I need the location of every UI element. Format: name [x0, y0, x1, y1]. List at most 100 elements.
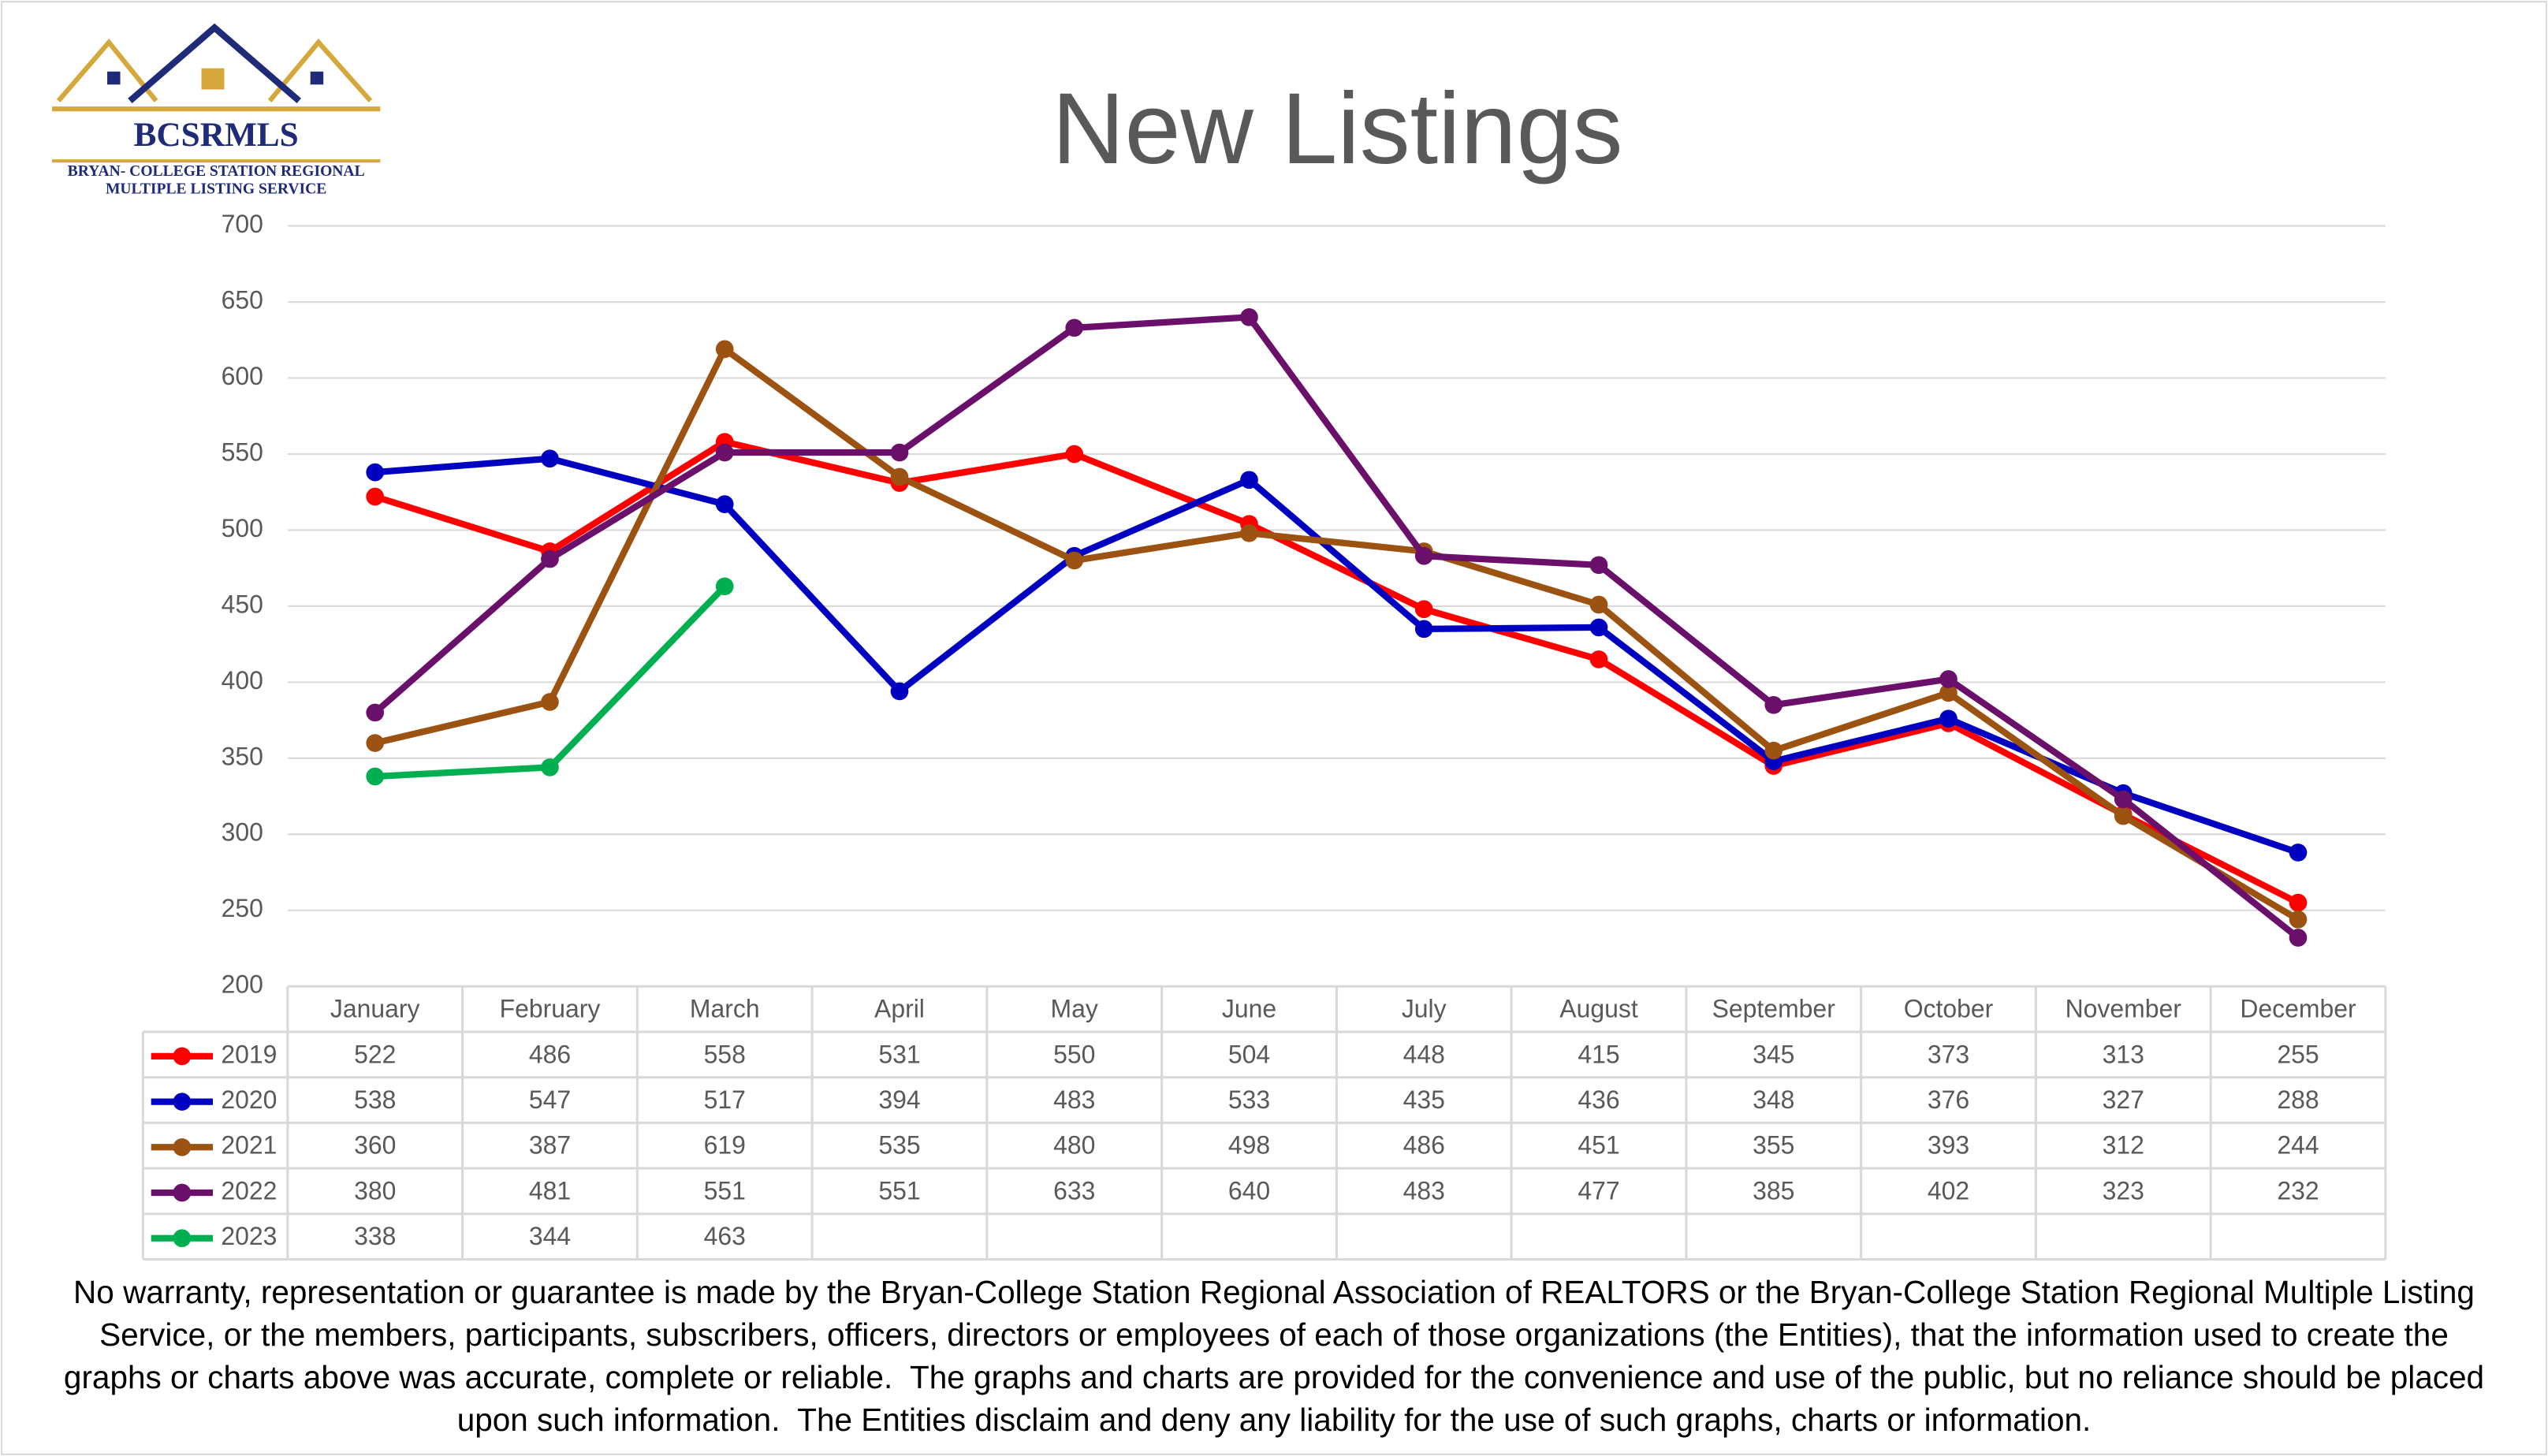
- data-point: [366, 703, 385, 722]
- logo: BCSRMLS BRYAN- COLLEGE STATION REGIONAL …: [51, 23, 381, 198]
- legend-marker: [173, 1183, 192, 1202]
- data-point: [715, 443, 734, 462]
- table-value: 551: [878, 1176, 920, 1205]
- table-value: 387: [529, 1131, 571, 1160]
- data-point: [366, 463, 385, 482]
- table-value: 538: [354, 1085, 396, 1114]
- data-point: [1065, 445, 1084, 464]
- data-point: [1939, 670, 1958, 688]
- y-tick-label: 200: [222, 970, 263, 999]
- data-point: [2289, 910, 2308, 929]
- table-value: 517: [704, 1085, 746, 1114]
- table-value: 313: [2103, 1040, 2144, 1068]
- x-tick-label: November: [2066, 995, 2182, 1023]
- table-value: 551: [704, 1176, 746, 1205]
- table-value: 345: [1753, 1040, 1794, 1068]
- y-tick-label: 700: [222, 210, 263, 238]
- data-point: [2289, 843, 2308, 862]
- logo-roof: [267, 38, 373, 102]
- logo-roof: [128, 23, 301, 103]
- table-value: 436: [1578, 1085, 1619, 1114]
- legend-label: 2020: [221, 1085, 277, 1114]
- data-point: [1589, 618, 1608, 637]
- data-point: [1065, 551, 1084, 570]
- table-value: 327: [2103, 1085, 2144, 1114]
- table-value: 380: [354, 1176, 396, 1205]
- y-tick-label: 500: [222, 514, 263, 542]
- logo-window: [310, 71, 324, 85]
- data-point: [1589, 650, 1608, 668]
- data-point: [541, 549, 559, 568]
- legend-marker: [173, 1093, 192, 1111]
- x-tick-label: February: [500, 995, 601, 1023]
- logo-text: BRYAN- COLLEGE STATION REGIONAL: [68, 163, 365, 180]
- table-value: 385: [1753, 1176, 1794, 1205]
- table-value: 376: [1928, 1085, 1969, 1114]
- table-value: 522: [354, 1040, 396, 1068]
- table-value: 255: [2277, 1040, 2319, 1068]
- table-value: 486: [1403, 1131, 1445, 1160]
- table-value: 498: [1228, 1131, 1270, 1160]
- chart-title: New Listings: [1052, 73, 1622, 185]
- data-point: [366, 734, 385, 752]
- y-tick-label: 600: [222, 362, 263, 390]
- data-point: [2289, 893, 2308, 912]
- table-value: 547: [529, 1085, 571, 1114]
- data-point: [1939, 683, 1958, 702]
- table-value: 463: [704, 1222, 746, 1250]
- y-tick-label: 550: [222, 438, 263, 466]
- table-value: 640: [1228, 1176, 1270, 1205]
- series-line: [374, 438, 2300, 906]
- data-point: [890, 682, 909, 701]
- x-tick-label: August: [1559, 995, 1638, 1023]
- table-value: 244: [2277, 1131, 2319, 1160]
- table-value: 402: [1928, 1176, 1969, 1205]
- table-value: 535: [878, 1131, 920, 1160]
- table-value: 448: [1403, 1040, 1445, 1068]
- data-point: [541, 693, 559, 711]
- x-tick-label: April: [874, 995, 925, 1023]
- table-value: 619: [704, 1131, 746, 1160]
- logo-window: [107, 71, 121, 85]
- series-line: [374, 455, 2300, 856]
- table-value: 393: [1928, 1131, 1969, 1160]
- y-tick-label: 450: [222, 590, 263, 618]
- legend-label: 2022: [221, 1176, 277, 1205]
- data-point: [1589, 556, 1608, 575]
- x-tick-label: June: [1222, 995, 1276, 1023]
- table-value: 451: [1578, 1131, 1619, 1160]
- data-point: [1065, 318, 1084, 337]
- data-point: [1240, 471, 1258, 490]
- table-value: 360: [354, 1131, 396, 1160]
- table-value: 481: [529, 1176, 571, 1205]
- logo-roof: [56, 38, 158, 102]
- y-tick-label: 650: [222, 285, 263, 314]
- y-tick-label: 400: [222, 666, 263, 694]
- table-value: 531: [878, 1040, 920, 1068]
- y-tick-label: 300: [222, 818, 263, 847]
- table-value: 633: [1053, 1176, 1095, 1205]
- table-value: 435: [1403, 1085, 1445, 1114]
- legend-label: 2019: [221, 1040, 277, 1068]
- x-tick-label: October: [1904, 995, 1994, 1023]
- data-point: [1414, 546, 1433, 565]
- data-point: [2114, 806, 2133, 825]
- data-point: [1764, 741, 1783, 760]
- disclaimer: No warranty, representation or guarantee…: [63, 1274, 2494, 1438]
- legend-marker: [173, 1138, 192, 1156]
- data-point: [715, 340, 734, 359]
- logo-text: MULTIPLE LISTING SERVICE: [106, 181, 326, 198]
- data-point: [1414, 620, 1433, 639]
- data-point: [715, 577, 734, 596]
- x-tick-label: July: [1402, 995, 1447, 1023]
- table-value: 232: [2277, 1176, 2319, 1205]
- y-tick-label: 350: [222, 742, 263, 770]
- data-point: [2289, 929, 2308, 947]
- data-point: [1939, 709, 1958, 728]
- table-value: 415: [1578, 1040, 1619, 1068]
- table-value: 394: [878, 1085, 920, 1114]
- data-point: [1764, 695, 1783, 714]
- x-tick-label: March: [690, 995, 760, 1023]
